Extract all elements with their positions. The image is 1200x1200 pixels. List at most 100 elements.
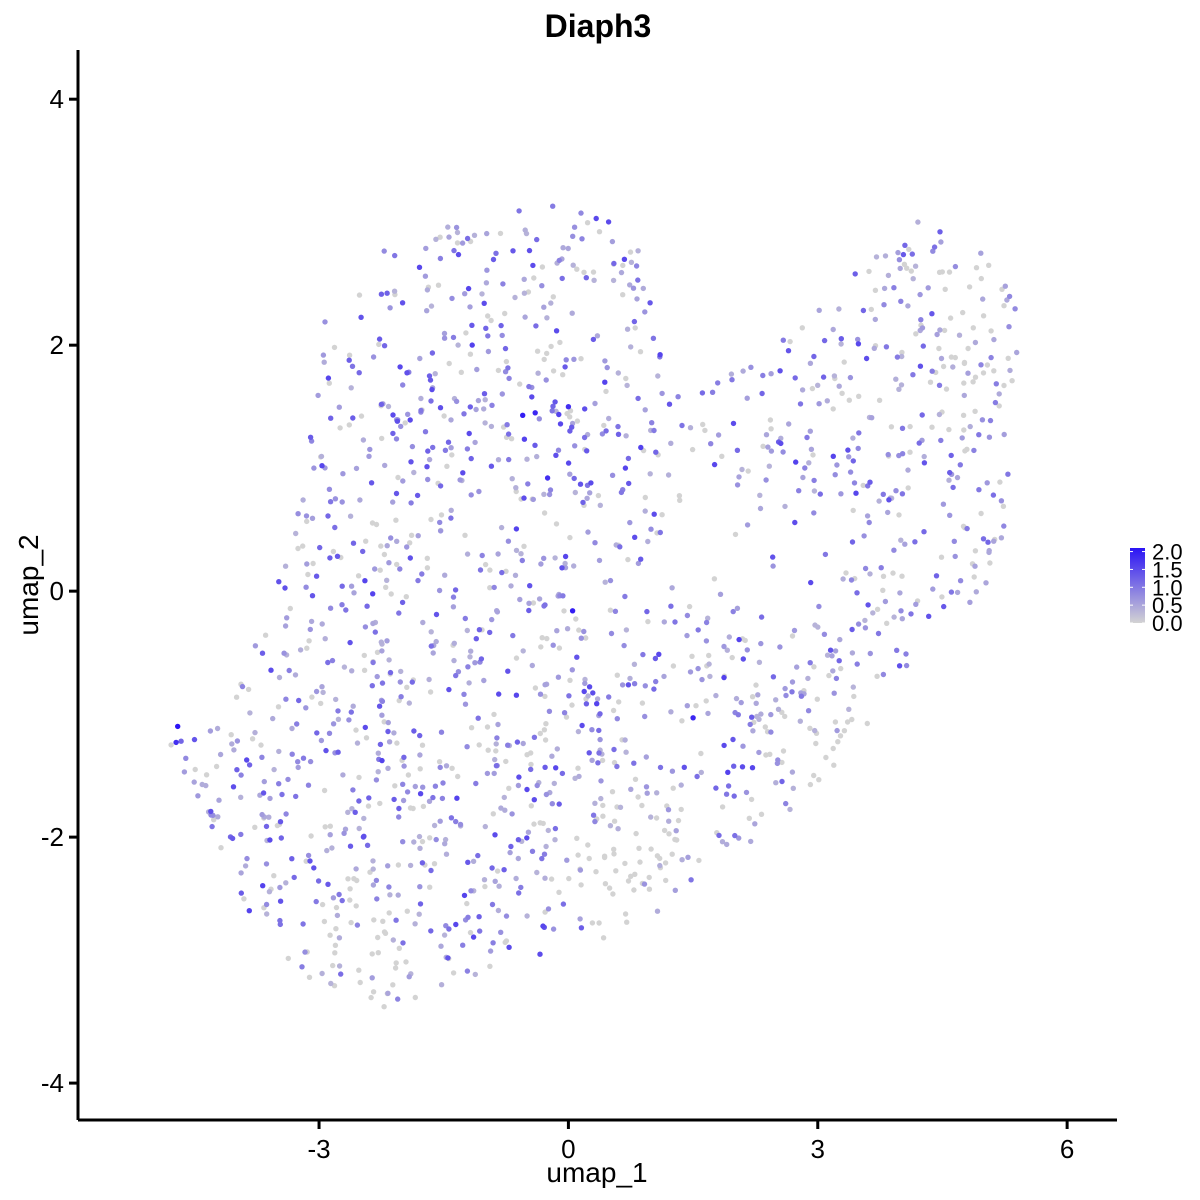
data-point — [357, 979, 363, 986]
data-point — [645, 618, 651, 625]
data-point — [617, 804, 624, 810]
data-point — [489, 402, 495, 408]
data-point — [340, 772, 346, 778]
data-point — [678, 782, 684, 788]
data-point — [567, 534, 573, 541]
data-point — [532, 410, 538, 416]
data-point — [607, 607, 614, 613]
data-point — [284, 615, 290, 621]
data-point — [482, 397, 488, 403]
data-point — [323, 747, 329, 754]
data-point — [1006, 293, 1013, 300]
data-point — [181, 769, 188, 775]
data-point — [856, 430, 862, 436]
data-point — [961, 427, 967, 433]
data-point — [699, 676, 705, 683]
data-point — [229, 835, 236, 842]
data-point — [464, 744, 470, 750]
data-point — [939, 594, 945, 600]
data-point — [930, 586, 936, 592]
data-point — [763, 477, 769, 483]
data-point — [1001, 382, 1007, 389]
data-point — [611, 846, 617, 852]
data-point — [717, 591, 724, 597]
data-point — [570, 233, 576, 239]
data-point — [446, 926, 452, 932]
data-point — [585, 842, 591, 848]
data-point — [725, 769, 731, 775]
data-point — [461, 411, 467, 417]
data-point — [346, 357, 352, 363]
data-point — [282, 585, 288, 591]
data-point — [750, 728, 756, 734]
data-point — [648, 526, 654, 532]
data-point — [259, 811, 265, 818]
data-point — [623, 627, 630, 633]
data-point — [728, 371, 735, 377]
data-point — [330, 962, 336, 969]
data-point — [538, 561, 544, 567]
data-point — [837, 733, 844, 739]
data-point — [783, 800, 789, 807]
data-point — [358, 413, 365, 419]
data-point — [635, 794, 641, 800]
data-point — [453, 921, 459, 928]
data-point — [309, 694, 315, 700]
data-point — [733, 695, 740, 702]
data-point — [602, 881, 609, 887]
data-point — [805, 675, 811, 682]
data-point — [503, 358, 510, 365]
y-tick-label: -4 — [41, 1068, 64, 1098]
data-point — [907, 423, 913, 430]
data-point — [366, 795, 372, 801]
data-point — [574, 266, 580, 272]
x-ticks: -3 0 3 6 — [307, 1120, 1074, 1164]
data-point — [759, 390, 765, 397]
data-point — [883, 344, 890, 350]
data-point — [747, 721, 753, 728]
data-point — [390, 412, 396, 418]
data-point — [520, 648, 526, 654]
data-point — [756, 749, 762, 756]
data-point — [453, 818, 459, 825]
data-point — [807, 660, 813, 666]
data-point — [542, 875, 548, 881]
data-point — [730, 608, 736, 615]
data-point — [534, 782, 540, 789]
data-point — [902, 541, 908, 547]
data-point — [451, 247, 457, 254]
data-point — [748, 838, 754, 845]
legend-label: 1.0 — [1152, 575, 1183, 600]
data-point — [550, 403, 556, 409]
data-point — [417, 355, 423, 362]
data-point — [473, 636, 479, 642]
data-point — [339, 602, 345, 608]
data-point — [384, 543, 390, 549]
data-point — [973, 265, 980, 271]
data-point — [487, 629, 493, 636]
data-point — [489, 616, 495, 623]
data-point — [866, 268, 872, 275]
data-point — [313, 688, 320, 695]
data-point — [770, 554, 776, 560]
data-point — [880, 587, 886, 593]
data-point — [551, 780, 557, 787]
data-point — [513, 526, 520, 532]
data-point — [293, 530, 299, 537]
data-point — [209, 823, 215, 830]
data-point — [452, 587, 459, 593]
data-point — [838, 341, 844, 347]
data-point — [278, 835, 284, 841]
data-point — [637, 859, 643, 865]
data-point — [654, 790, 660, 796]
data-point — [592, 818, 598, 825]
data-point — [560, 901, 567, 907]
data-point — [469, 322, 475, 328]
data-point — [489, 865, 495, 871]
data-point — [719, 839, 726, 845]
data-point — [368, 994, 374, 1001]
data-point — [910, 372, 916, 378]
data-point — [363, 538, 369, 544]
data-point — [520, 740, 526, 747]
data-point — [465, 859, 471, 865]
